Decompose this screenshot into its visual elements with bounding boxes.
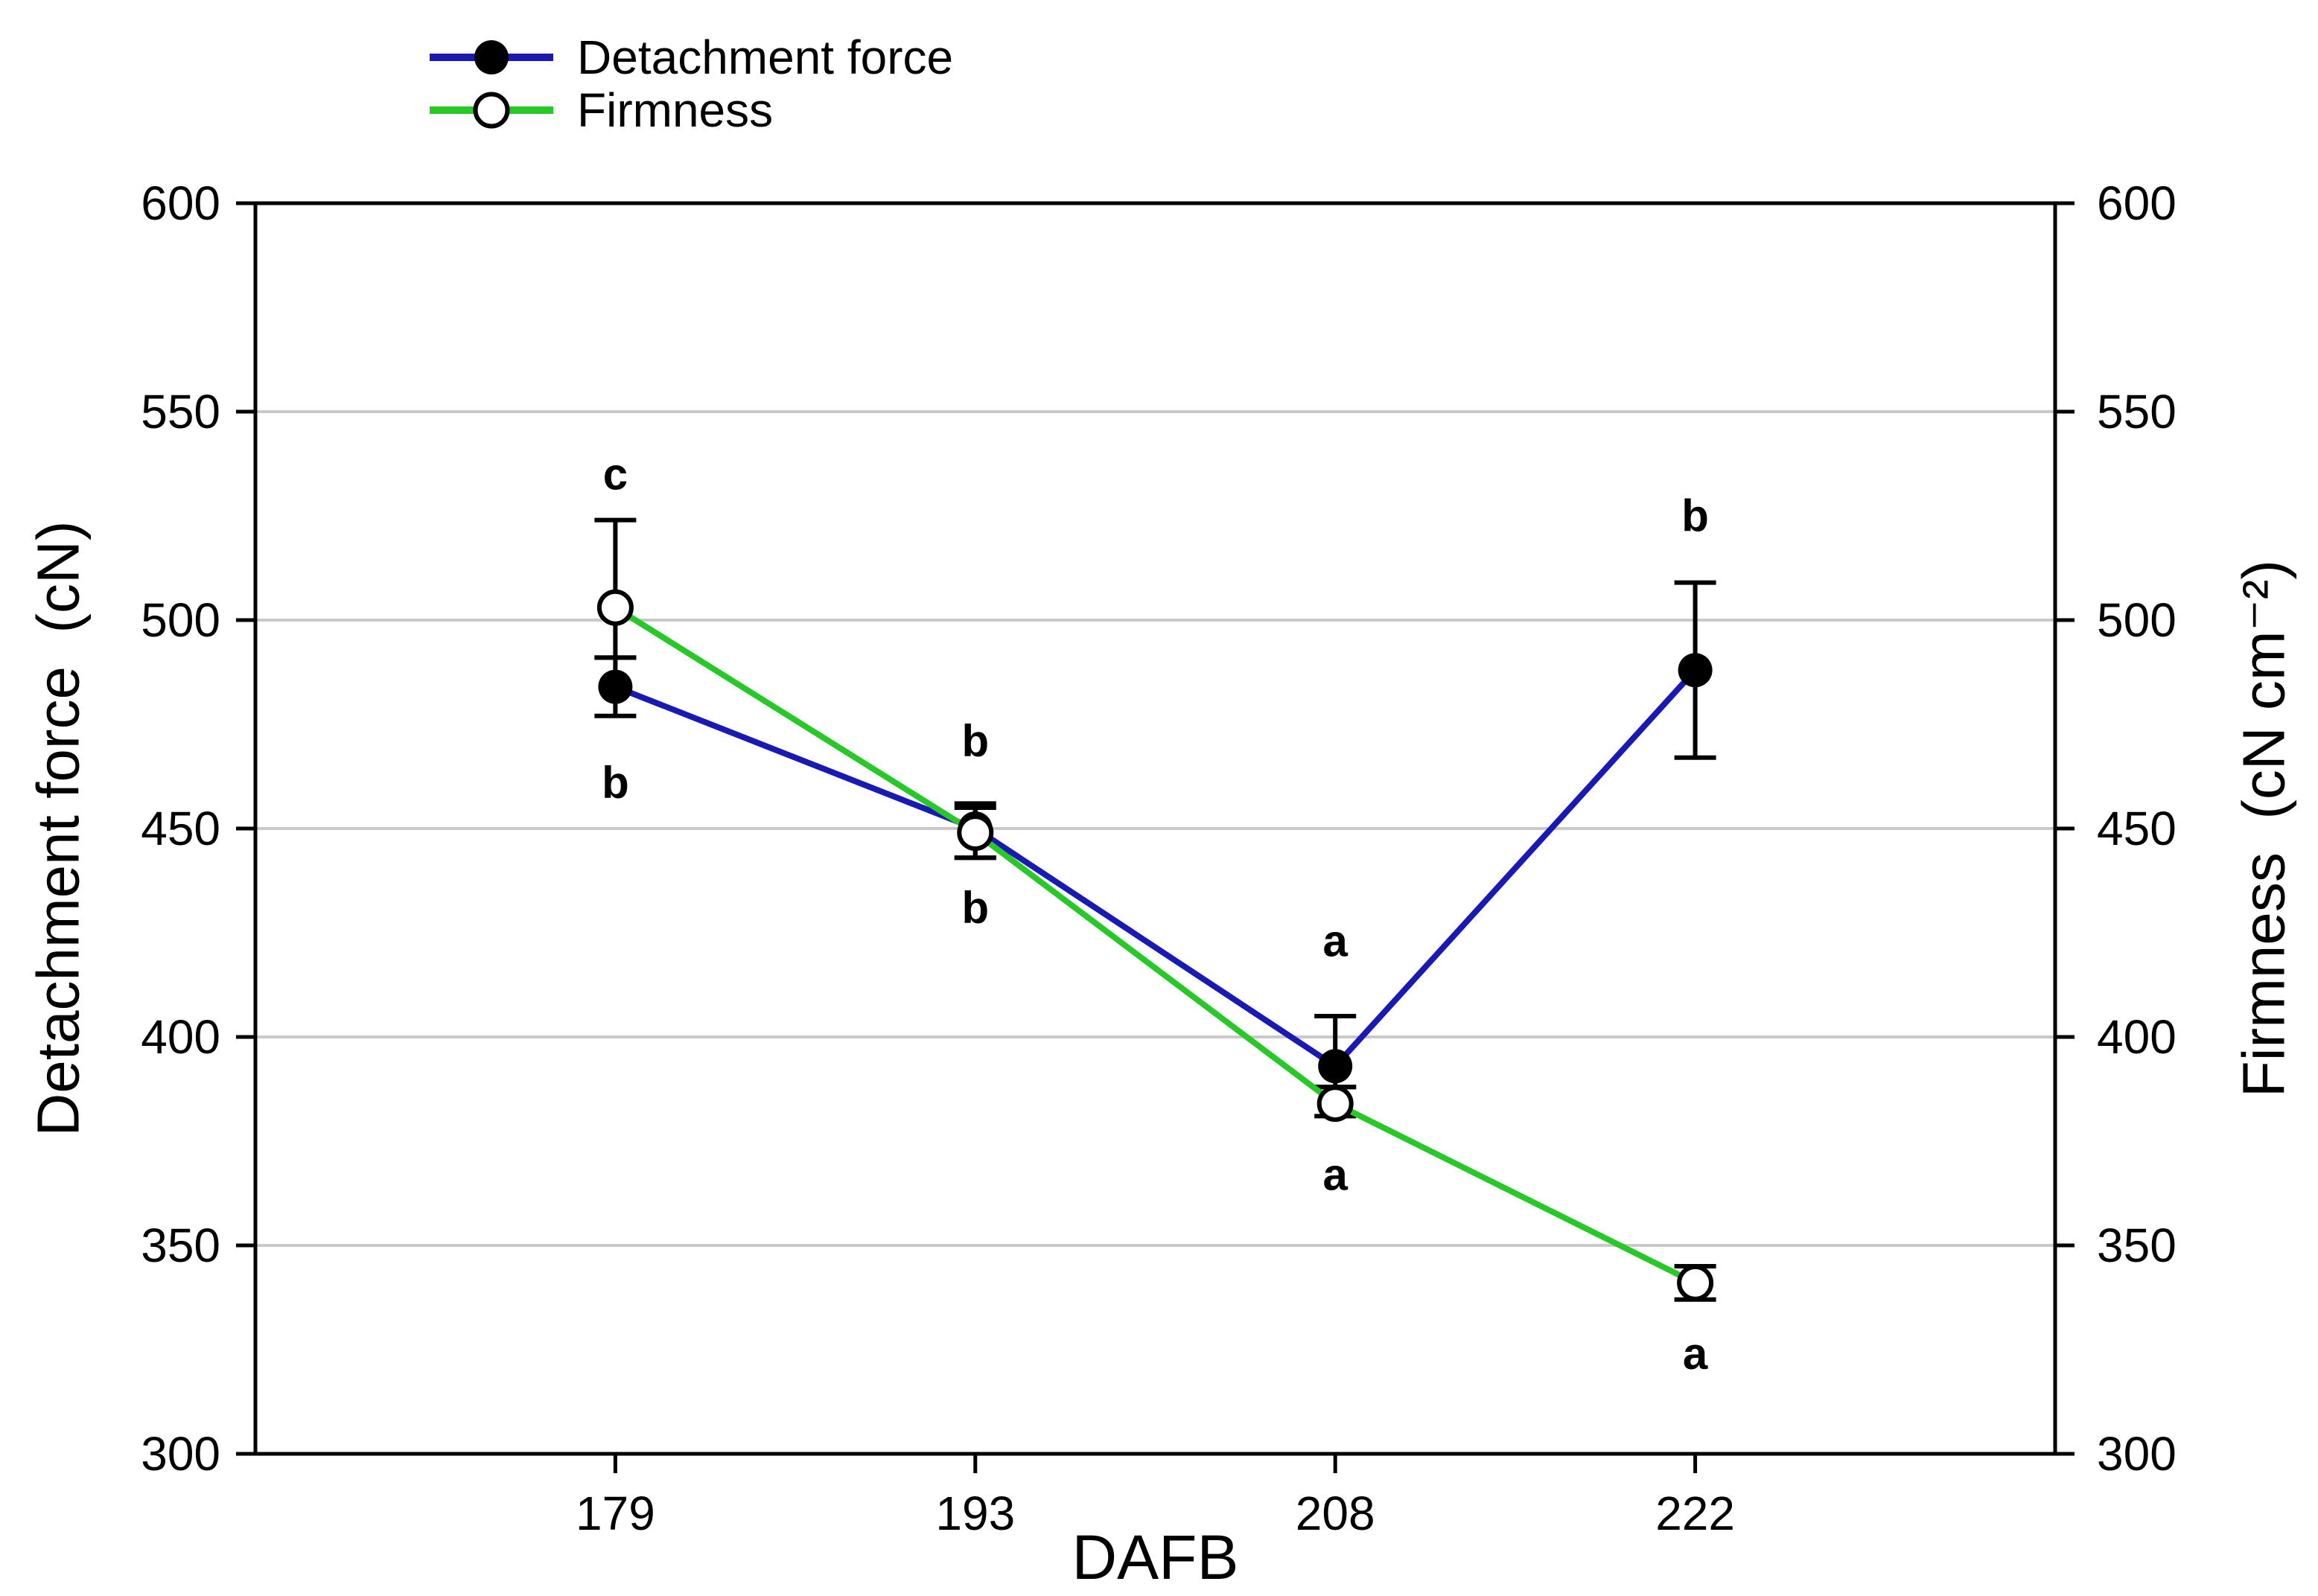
- sig-letter-b-193: b: [961, 883, 989, 933]
- y-right-tick-label-350: 350: [2097, 1219, 2177, 1272]
- marker-firmness-179: [596, 589, 634, 626]
- y-left-tick-label-550: 550: [141, 385, 220, 438]
- sig-letter-a-208: a: [1323, 1149, 1349, 1199]
- sig-letter-a-222: a: [1683, 1329, 1708, 1379]
- y-left-tick-label-450: 450: [141, 802, 220, 855]
- legend-label-detachment-force: Detachment force: [577, 31, 953, 84]
- sig-letter-a-208: a: [1323, 916, 1349, 966]
- sig-letter-c-179: c: [603, 450, 628, 499]
- y-left-tick-label-600: 600: [141, 176, 220, 230]
- y-left-axis-title: Detachment force (cN): [25, 521, 92, 1137]
- x-tick-label-193: 193: [935, 1487, 1015, 1540]
- marker-firmness-193: [957, 814, 994, 852]
- marker-firmness-222: [1677, 1264, 1714, 1301]
- y-right-tick-label-550: 550: [2097, 385, 2177, 438]
- sig-letter-b-193: b: [961, 716, 989, 766]
- y-left-tick-label-300: 300: [141, 1427, 220, 1481]
- y-left-tick-label-350: 350: [141, 1219, 220, 1272]
- legend-label-firmness: Firmness: [577, 83, 773, 137]
- marker-detachment-force-222: [1678, 653, 1713, 688]
- x-axis-title: DAFB: [1072, 1522, 1238, 1592]
- y-right-tick-label-500: 500: [2097, 593, 2177, 647]
- sig-letter-b-179: b: [602, 758, 629, 808]
- marker-firmness-208: [1316, 1085, 1354, 1123]
- x-tick-label-222: 222: [1655, 1487, 1735, 1540]
- marker-detachment-force-208: [1318, 1049, 1353, 1084]
- series-line-firmness: [614, 604, 1697, 1286]
- y-right-tick-label-400: 400: [2097, 1010, 2177, 1064]
- y-right-tick-label-600: 600: [2097, 176, 2177, 230]
- x-tick-label-179: 179: [576, 1487, 655, 1540]
- y-right-tick-label-450: 450: [2097, 802, 2177, 855]
- marker-detachment-force-179: [598, 669, 633, 704]
- sig-letter-b-222: b: [1681, 491, 1709, 541]
- series-line-detachment-force: [614, 668, 1698, 1070]
- legend-marker-detachment-force: [474, 40, 509, 74]
- y-left-tick-label-400: 400: [141, 1010, 220, 1064]
- x-tick-label-208: 208: [1296, 1487, 1375, 1540]
- legend-marker-firmness: [473, 92, 510, 129]
- y-right-tick-label-300: 300: [2097, 1427, 2177, 1481]
- y-left-tick-label-500: 500: [141, 593, 220, 647]
- y-right-axis-title: Firmness (cN cm⁻²): [2231, 560, 2297, 1097]
